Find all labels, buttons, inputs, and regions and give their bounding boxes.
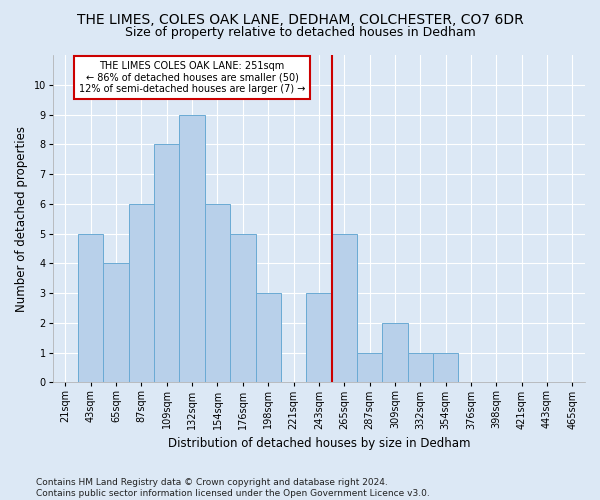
Text: Contains HM Land Registry data © Crown copyright and database right 2024.
Contai: Contains HM Land Registry data © Crown c… — [36, 478, 430, 498]
Bar — [332, 234, 357, 382]
Bar — [407, 352, 433, 382]
Bar — [256, 293, 281, 382]
Text: Size of property relative to detached houses in Dedham: Size of property relative to detached ho… — [125, 26, 475, 39]
Bar — [78, 234, 103, 382]
Bar — [306, 293, 332, 382]
Bar — [357, 352, 382, 382]
Bar — [129, 204, 154, 382]
Text: THE LIMES, COLES OAK LANE, DEDHAM, COLCHESTER, CO7 6DR: THE LIMES, COLES OAK LANE, DEDHAM, COLCH… — [77, 12, 523, 26]
Bar — [154, 144, 179, 382]
Bar — [433, 352, 458, 382]
Bar — [230, 234, 256, 382]
Bar — [205, 204, 230, 382]
Bar — [382, 323, 407, 382]
Bar — [179, 114, 205, 382]
Text: THE LIMES COLES OAK LANE: 251sqm
← 86% of detached houses are smaller (50)
12% o: THE LIMES COLES OAK LANE: 251sqm ← 86% o… — [79, 61, 305, 94]
Bar — [103, 264, 129, 382]
X-axis label: Distribution of detached houses by size in Dedham: Distribution of detached houses by size … — [167, 437, 470, 450]
Y-axis label: Number of detached properties: Number of detached properties — [15, 126, 28, 312]
